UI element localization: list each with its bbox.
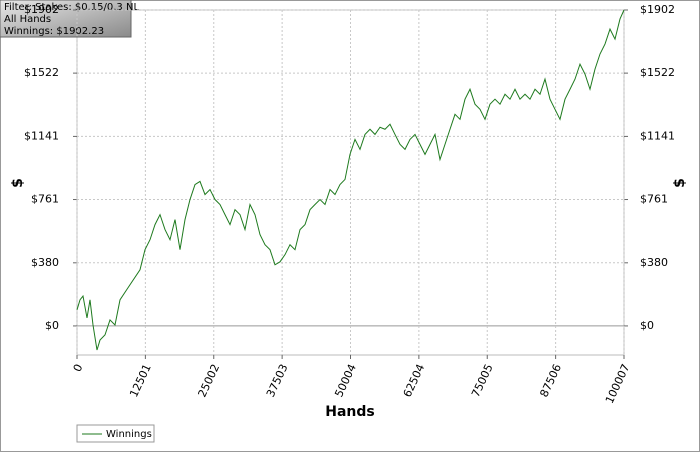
y-tick-label: $1141: [24, 129, 59, 142]
y2-tick-label: $0: [640, 319, 654, 332]
y-tick-label: $1522: [24, 66, 59, 79]
y-tick-label: $0: [45, 319, 59, 332]
y-tick-label: $761: [31, 193, 59, 206]
line-series: [76, 9, 625, 351]
x-axis-label: Hands: [325, 404, 375, 420]
filter-box: [0, 0, 132, 38]
filter-text: Filter: Stakes: $0.15/0.3 NL: [4, 2, 139, 13]
y2-tick-label: $380: [640, 256, 668, 269]
y-tick-label: $380: [31, 256, 59, 269]
legend-label: Winnings: [106, 429, 152, 440]
x-tick-label: 0: [71, 362, 86, 374]
filter-text: All Hands: [4, 14, 51, 25]
legend: [76, 424, 155, 443]
y-tick-label: $1902: [24, 3, 59, 16]
y2-tick-label: $1141: [640, 129, 675, 142]
y2-tick-label: $1522: [640, 66, 675, 79]
y2-tick-label: $1902: [640, 3, 675, 16]
y2-tick-label: $761: [640, 193, 668, 206]
y2-axis-label: $: [672, 178, 688, 188]
y-axis-label: $: [10, 178, 26, 188]
filter-text: Winnings: $1902.23: [4, 26, 104, 37]
